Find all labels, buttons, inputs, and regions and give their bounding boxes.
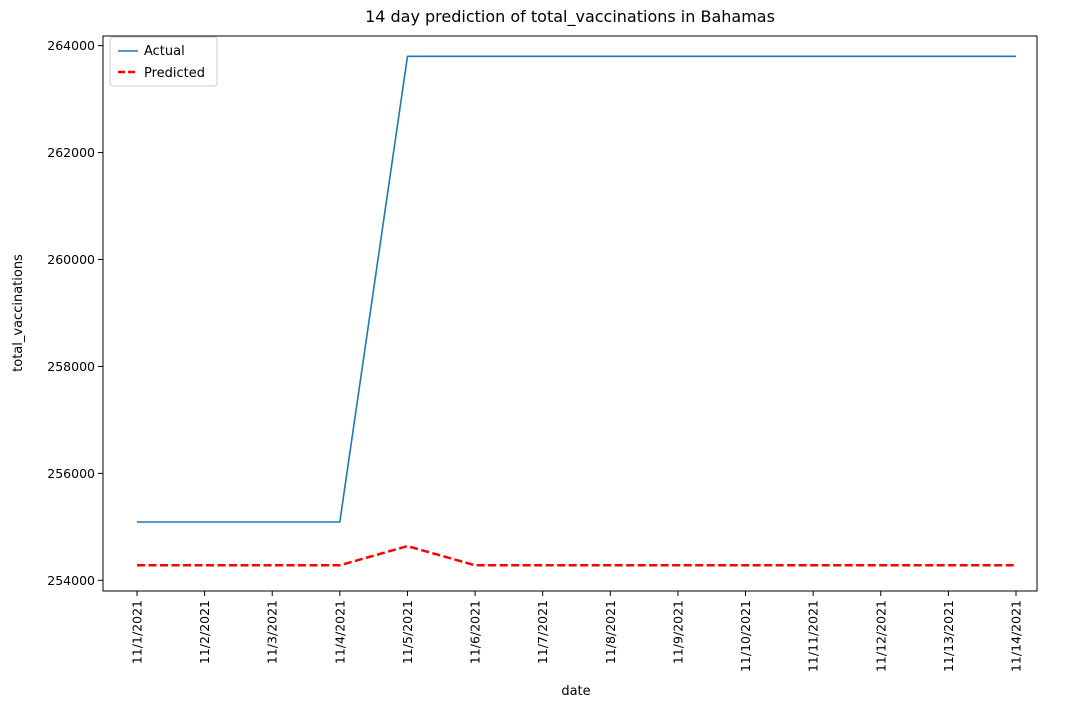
x-tick-label: 11/4/2021 <box>332 600 347 664</box>
series-line-predicted <box>137 544 1016 567</box>
y-axis-label: total_vaccinations <box>11 254 26 372</box>
x-tick-label: 11/3/2021 <box>265 600 280 664</box>
x-tick-label: 11/8/2021 <box>603 600 618 664</box>
x-axis: 11/1/2021 11/2/2021 11/3/2021 11/4/2021 11/5… <box>130 591 1024 672</box>
y-tick-label: 256000 <box>47 466 95 481</box>
series-layer <box>137 55 1016 567</box>
x-tick-label: 11/6/2021 <box>468 600 483 664</box>
x-tick-label: 11/10/2021 <box>738 600 753 672</box>
x-tick-label: 11/11/2021 <box>806 600 821 672</box>
x-tick-label: 11/7/2021 <box>535 600 550 664</box>
series-line-actual <box>137 55 1016 523</box>
plot-area <box>102 35 1038 592</box>
x-tick-label: 11/5/2021 <box>400 600 415 664</box>
y-tick-label: 262000 <box>47 145 95 160</box>
y-tick-label: 254000 <box>47 573 95 588</box>
legend-label-actual: Actual <box>144 44 185 59</box>
y-tick-label: 260000 <box>47 252 95 267</box>
y-tick-label: 264000 <box>47 38 95 53</box>
y-axis: 254000 256000 258000 260000 262000 264000 <box>47 38 103 588</box>
x-axis-label: date <box>561 684 590 699</box>
legend: Actual Predicted <box>109 36 218 87</box>
x-tick-label: 11/13/2021 <box>941 600 956 672</box>
y-tick-label: 258000 <box>47 359 95 374</box>
legend-label-predicted: Predicted <box>144 66 205 81</box>
legend-box <box>109 36 218 87</box>
x-tick-label: 11/12/2021 <box>873 600 888 672</box>
x-tick-label: 11/2/2021 <box>197 600 212 664</box>
chart-title: 14 day prediction of total_vaccinations … <box>365 7 775 27</box>
x-tick-label: 11/9/2021 <box>670 600 685 664</box>
x-tick-label: 11/14/2021 <box>1009 600 1024 672</box>
x-tick-label: 11/1/2021 <box>130 600 145 664</box>
